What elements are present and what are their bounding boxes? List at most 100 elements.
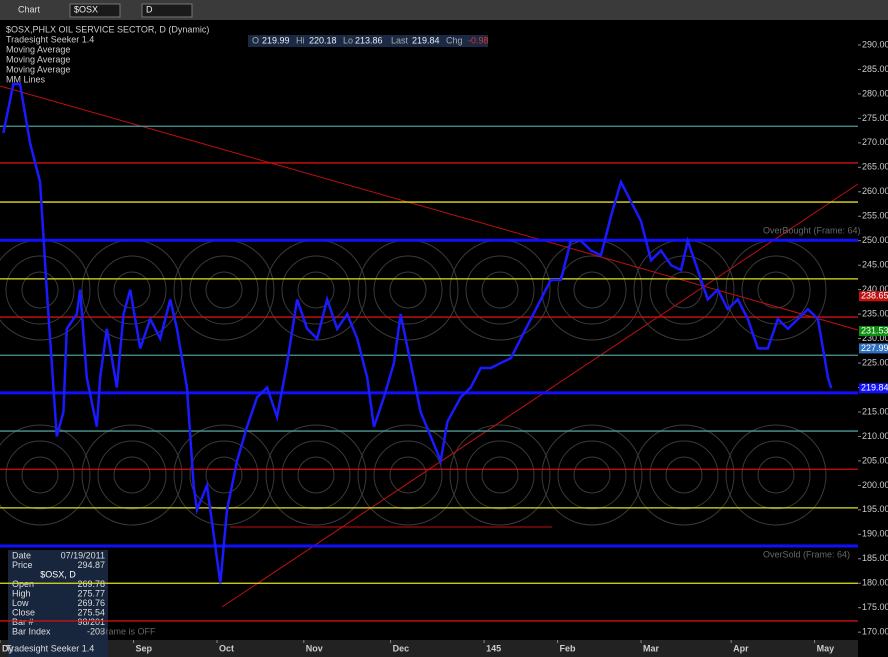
- bg-circle: [481, 456, 519, 494]
- bg-circle: [449, 424, 551, 526]
- bg-circle: [465, 440, 535, 510]
- legend-item: Moving Average: [6, 64, 70, 74]
- oversold-note: OverSold (Frame: 64): [763, 549, 850, 559]
- bg-circle: [573, 456, 611, 494]
- bg-circle: [573, 271, 611, 309]
- legend-item: MM Lines: [6, 74, 46, 84]
- y-tick-label: 270.00: [862, 137, 888, 147]
- bg-circle: [5, 255, 75, 325]
- ohlc-label: Last: [391, 35, 409, 45]
- bg-circle: [81, 424, 183, 526]
- bg-circle: [557, 255, 627, 325]
- interval-box[interactable]: [141, 3, 193, 18]
- info-label: Bar #: [12, 617, 34, 627]
- trend-line: [221, 183, 859, 608]
- x-tick-label: Dec: [393, 643, 410, 653]
- ohlc-value: 219.99: [262, 35, 290, 45]
- bg-circle: [757, 456, 795, 494]
- bg-circle: [389, 456, 427, 494]
- bg-circle: [297, 271, 335, 309]
- bg-circle: [205, 456, 243, 494]
- price-tag: [859, 383, 888, 394]
- info-value: 275.54: [77, 607, 105, 617]
- price-tag-label: 219.84: [861, 383, 888, 393]
- x-tick-label: Dy: [2, 643, 14, 653]
- x-tick-label: Mar: [643, 643, 660, 653]
- legend-title: $OSX,PHLX OIL SERVICE SECTOR, D (Dynamic…: [6, 24, 209, 34]
- y-tick-label: 230.00: [862, 333, 888, 343]
- price-tag: [859, 343, 888, 354]
- x-tick-label: Apr: [733, 643, 749, 653]
- ohlc-value: -0.98: [468, 35, 489, 45]
- x-tick-label: 145: [486, 643, 501, 653]
- x-tick-label: Nov: [306, 643, 323, 653]
- bg-circle: [97, 440, 167, 510]
- info-value: 275.77: [77, 588, 105, 598]
- bg-circle: [481, 271, 519, 309]
- bg-circle: [373, 440, 443, 510]
- bg-circle: [281, 255, 351, 325]
- y-tick-label: 180.00: [862, 578, 888, 588]
- ohlc-label: Hi: [296, 35, 305, 45]
- x-tick-label: Sep: [136, 643, 153, 653]
- y-tick-label: 245.00: [862, 260, 888, 270]
- info-symbol: $OSX, D: [40, 569, 76, 579]
- y-tick-label: 170.00: [862, 627, 888, 637]
- info-value: 269.76: [77, 598, 105, 608]
- bg-circle: [5, 440, 75, 510]
- price-tag-label: 227.99: [861, 343, 888, 353]
- info-value: 98/201: [77, 617, 105, 627]
- bg-circle: [665, 271, 703, 309]
- bg-circle: [373, 255, 443, 325]
- info-label: Bar Index: [12, 626, 51, 636]
- info-panel-bg: [8, 550, 108, 657]
- ohlc-bar: [248, 35, 488, 47]
- y-tick-label: 195.00: [862, 504, 888, 514]
- y-tick-label: 200.00: [862, 480, 888, 490]
- bg-circle: [189, 440, 259, 510]
- info-label: Low: [12, 598, 29, 608]
- toolbar: [0, 0, 888, 20]
- y-tick-label: 240.00: [862, 284, 888, 294]
- y-tick-label: 190.00: [862, 529, 888, 539]
- bg-circle: [281, 440, 351, 510]
- y-tick-label: 260.00: [862, 186, 888, 196]
- overbought-note: OverBought (Frame: 64): [763, 225, 861, 235]
- y-tick-label: 185.00: [862, 553, 888, 563]
- y-tick-label: 250.00: [862, 235, 888, 245]
- y-tick-label: 235.00: [862, 308, 888, 318]
- bg-circle: [465, 255, 535, 325]
- bg-circle: [97, 255, 167, 325]
- bg-circle: [173, 424, 275, 526]
- y-tick-label: 175.00: [862, 602, 888, 612]
- y-tick-label: 275.00: [862, 113, 888, 123]
- bg-circle: [541, 424, 643, 526]
- ohlc-label: O: [252, 35, 259, 45]
- price-line: [2, 82, 833, 584]
- y-tick-label: 255.00: [862, 211, 888, 221]
- info-value: 07/19/2011: [61, 550, 105, 560]
- x-tick-label: Feb: [560, 643, 577, 653]
- bg-circle: [113, 271, 151, 309]
- time-axis: [0, 640, 858, 657]
- bg-circle: [297, 456, 335, 494]
- ohlc-label: Chg: [446, 35, 463, 45]
- y-tick-label: 285.00: [862, 64, 888, 74]
- y-tick-label: 210.00: [862, 431, 888, 441]
- y-tick-label: 290.00: [862, 39, 888, 49]
- price-tag: [859, 326, 888, 337]
- bg-circle: [81, 239, 183, 341]
- symbol-box[interactable]: [69, 3, 121, 18]
- info-label: Close: [12, 607, 35, 617]
- x-tick-label: Oct: [219, 643, 234, 653]
- bg-circle: [649, 255, 719, 325]
- x-tick-label: May: [817, 643, 835, 653]
- bg-circle: [389, 271, 427, 309]
- bg-circle: [449, 239, 551, 341]
- bg-circle: [357, 424, 459, 526]
- y-tick-label: 225.00: [862, 357, 888, 367]
- bg-circle: [189, 255, 259, 325]
- bg-circle: [21, 456, 59, 494]
